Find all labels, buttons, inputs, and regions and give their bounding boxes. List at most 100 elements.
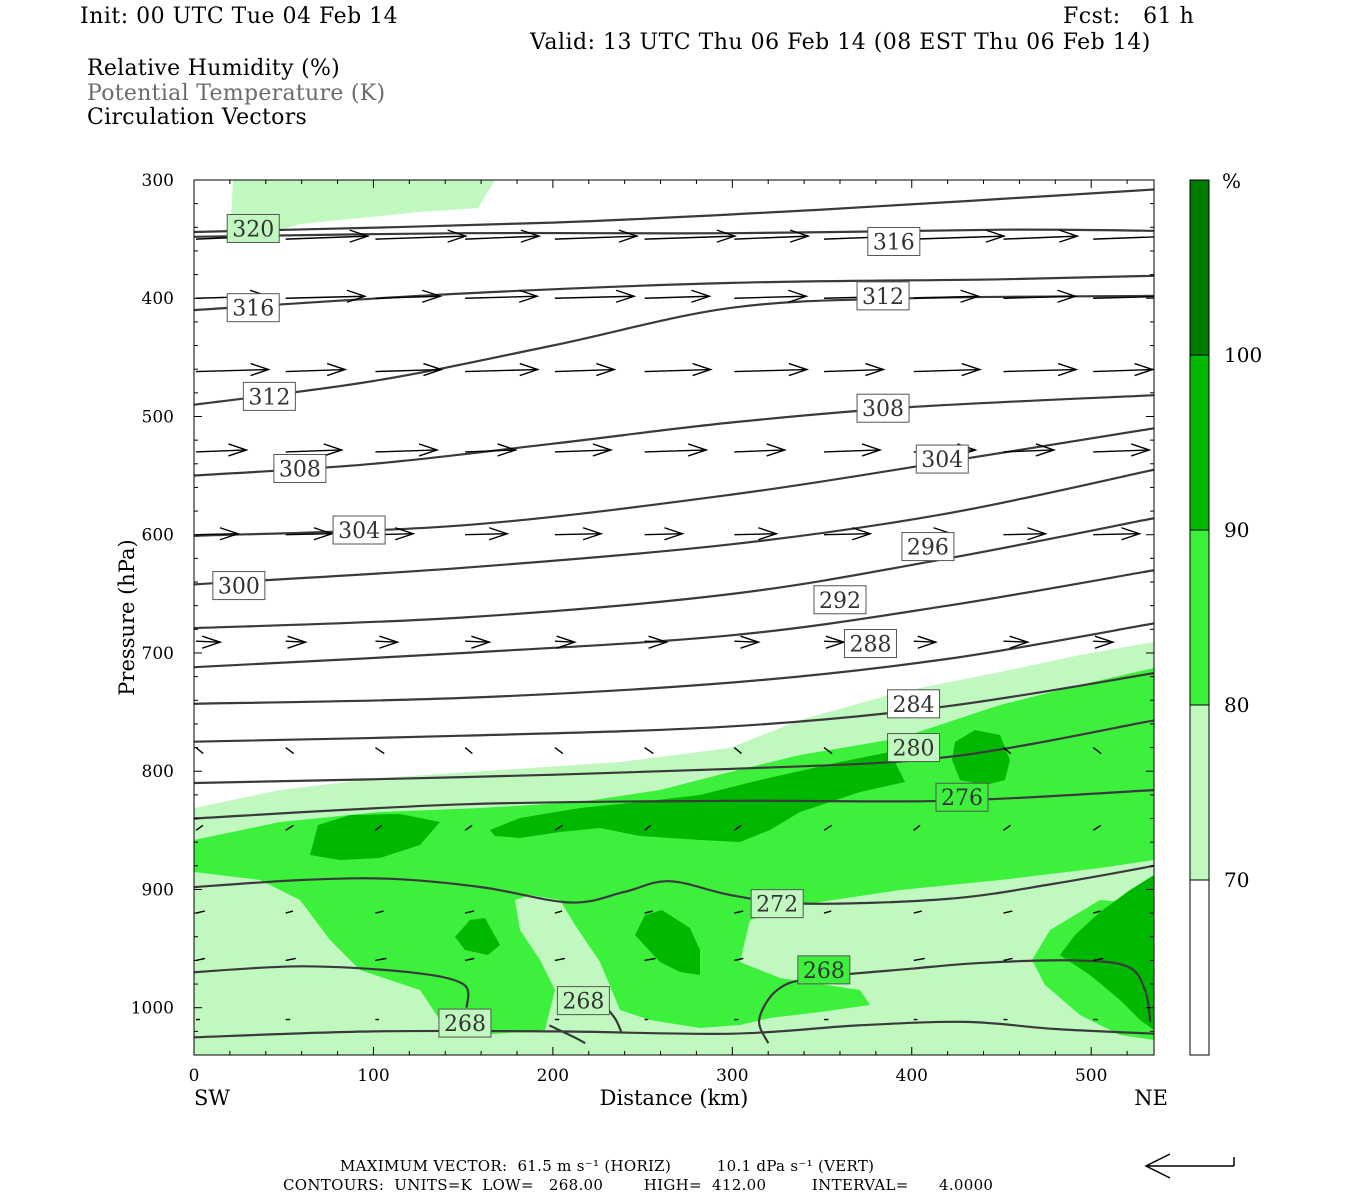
x-tick-label: 400 xyxy=(896,1066,928,1086)
circulation-vector xyxy=(1093,635,1116,649)
rh90-right-top xyxy=(952,730,1010,785)
circulation-vector xyxy=(285,910,294,914)
rh70-upper-patch xyxy=(230,180,495,240)
circulation-vector xyxy=(644,362,713,377)
circulation-vector xyxy=(465,289,540,303)
circulation-vector xyxy=(823,824,833,831)
circulation-vector xyxy=(375,824,383,831)
colorbar-segment xyxy=(1190,530,1209,705)
circulation-vector xyxy=(913,910,922,914)
y-tick-label: 500 xyxy=(142,407,174,427)
circulation-vector xyxy=(195,747,204,755)
circulation-vector xyxy=(464,824,473,831)
circulation-vector xyxy=(1092,747,1102,755)
circulation-vector xyxy=(644,443,709,457)
circulation-vector xyxy=(913,362,982,377)
colorbar-level-label: 70 xyxy=(1224,868,1249,892)
y-tick-label: 300 xyxy=(142,171,174,191)
x-axis-label: Distance (km) xyxy=(600,1086,749,1110)
circulation-vector xyxy=(644,289,712,303)
circulation-vector xyxy=(1003,957,1013,962)
y-axis-label: Pressure (hPa) xyxy=(115,539,139,695)
circulation-vector xyxy=(375,746,385,755)
theta-label-text: 276 xyxy=(941,786,983,811)
theta-line-288 xyxy=(194,622,1154,705)
circulation-vector xyxy=(823,910,832,914)
circulation-vector xyxy=(1003,229,1080,243)
circulation-vector xyxy=(1093,957,1104,962)
circulation-vector xyxy=(1003,635,1030,649)
theta-label: 288 xyxy=(843,629,897,659)
theta-line-308 xyxy=(194,394,1154,477)
theta-line-268a xyxy=(194,965,470,1008)
theta-label-text: 300 xyxy=(218,575,260,600)
theta-label-text: 316 xyxy=(232,297,274,322)
theta-label: 308 xyxy=(856,393,910,423)
theta-line-276 xyxy=(194,789,1154,820)
circulation-vector xyxy=(285,824,294,831)
theta-label: 268 xyxy=(556,986,610,1016)
circulation-vector xyxy=(375,635,400,649)
circulation-vector xyxy=(554,910,563,914)
circulation-vector xyxy=(734,229,811,243)
theta-label: 284 xyxy=(887,689,941,719)
y-tick-label: 400 xyxy=(142,289,174,309)
circulation-vector xyxy=(823,747,833,755)
y-tick-label: 700 xyxy=(142,644,174,664)
circulation-vector xyxy=(285,289,368,303)
theta-label-text: 292 xyxy=(819,589,861,614)
theta-line-292 xyxy=(194,569,1154,669)
x-tick-label: 200 xyxy=(537,1066,569,1086)
colorbar-level-label: 80 xyxy=(1224,693,1249,717)
theta-line-280 xyxy=(194,719,1154,785)
circulation-vector xyxy=(465,957,475,962)
circulation-vector xyxy=(644,824,652,831)
colorbar-segment xyxy=(1190,705,1209,880)
circulation-vector xyxy=(733,824,742,831)
circulation-vector xyxy=(554,362,617,377)
theta-label-text: 312 xyxy=(862,285,904,310)
circulation-vector xyxy=(554,824,563,831)
circulation-vector xyxy=(285,229,370,243)
circulation-vector xyxy=(644,527,685,541)
circulation-vector xyxy=(375,957,387,962)
theta-label-text: 308 xyxy=(862,397,904,422)
endpoint-left-label: SW xyxy=(194,1086,230,1110)
circulation-vector xyxy=(824,635,847,649)
circulation-vector xyxy=(913,229,1007,243)
colorbar-segment xyxy=(1190,355,1209,530)
theta-label-text: 308 xyxy=(279,458,321,483)
circulation-vector xyxy=(1003,910,1013,914)
circulation-vector xyxy=(1003,824,1011,831)
circulation-vector xyxy=(285,635,308,649)
theta-label: 300 xyxy=(212,571,266,601)
circulation-vector xyxy=(375,229,468,243)
circulation-vector xyxy=(1003,443,1057,457)
circulation-vector xyxy=(1093,527,1142,541)
colorbar-segment xyxy=(1190,880,1209,1055)
circulation-vector xyxy=(554,527,604,541)
theta-label: 304 xyxy=(332,515,386,545)
circulation-vector xyxy=(734,362,810,377)
circulation-vector xyxy=(1093,236,1154,240)
theta-line-284 xyxy=(194,672,1154,743)
circulation-vector xyxy=(465,910,475,914)
footer-max-vector: MAXIMUM VECTOR: 61.5 m s⁻¹ (HORIZ) 10.1 … xyxy=(340,1157,875,1175)
theta-label: 280 xyxy=(887,733,941,763)
forecast-hour: Fcst: 61 h xyxy=(1063,4,1195,29)
theta-label: 296 xyxy=(901,532,955,562)
circulation-vector xyxy=(465,527,510,541)
theta-label-text: 280 xyxy=(893,737,935,762)
circulation-vector xyxy=(285,443,344,457)
circulation-vector xyxy=(734,910,744,914)
x-tick-label: 500 xyxy=(1075,1066,1107,1086)
circulation-vector xyxy=(734,635,761,649)
circulation-vector xyxy=(285,957,296,962)
circulation-vector xyxy=(464,747,473,755)
circulation-vector xyxy=(824,362,886,377)
circulation-vector xyxy=(644,746,654,755)
theta-label: 276 xyxy=(935,782,989,812)
theta-label-text: 304 xyxy=(921,448,963,473)
theta-label: 272 xyxy=(750,889,804,919)
rh-fill-layer xyxy=(194,180,1154,1055)
